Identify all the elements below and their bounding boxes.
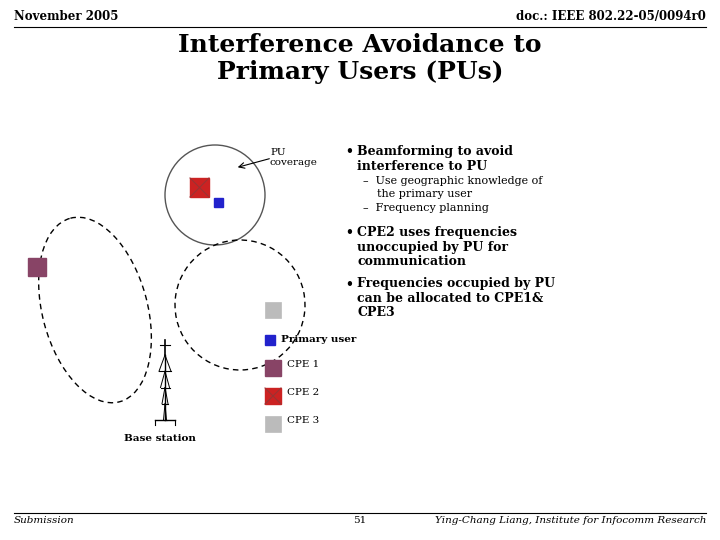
Bar [265,302,281,318]
Text: –  Frequency planning: – Frequency planning [363,203,489,213]
Text: CPE3: CPE3 [357,307,395,320]
Text: November 2005: November 2005 [14,10,118,23]
Text: doc.: IEEE 802.22-05/0094r0: doc.: IEEE 802.22-05/0094r0 [516,10,706,23]
Text: unoccupied by PU for: unoccupied by PU for [357,240,508,253]
Bar [265,388,281,404]
Text: communication: communication [357,255,466,268]
Text: the primary user: the primary user [363,189,472,199]
Text: PU
coverage: PU coverage [270,148,318,167]
Text: interference to PU: interference to PU [357,159,487,172]
Bar [190,178,209,197]
Text: Beamforming to avoid: Beamforming to avoid [357,145,513,158]
Bar [214,198,223,207]
Text: CPE 3: CPE 3 [287,416,319,425]
Text: •: • [345,278,353,291]
Bar [265,416,281,432]
Text: CPE 2: CPE 2 [287,388,319,397]
Text: can be allocated to CPE1&: can be allocated to CPE1& [357,292,544,305]
Text: Submission: Submission [14,516,75,525]
Text: Ying-Chang Liang, Institute for Infocomm Research: Ying-Chang Liang, Institute for Infocomm… [435,516,706,525]
Text: Base station: Base station [124,434,196,443]
Bar [28,258,46,276]
Text: –  Use geographic knowledge of: – Use geographic knowledge of [363,176,542,186]
Text: Interference Avoidance to
Primary Users (PUs): Interference Avoidance to Primary Users … [179,33,541,84]
Text: Frequencies occupied by PU: Frequencies occupied by PU [357,278,555,291]
Text: CPE2 uses frequencies: CPE2 uses frequencies [357,226,517,239]
Text: •: • [345,145,353,158]
Text: 51: 51 [354,516,366,525]
Bar [265,335,275,345]
Text: CPE 1: CPE 1 [287,360,319,369]
Bar [265,360,281,376]
Text: •: • [345,226,353,239]
Text: Primary user: Primary user [281,335,356,344]
